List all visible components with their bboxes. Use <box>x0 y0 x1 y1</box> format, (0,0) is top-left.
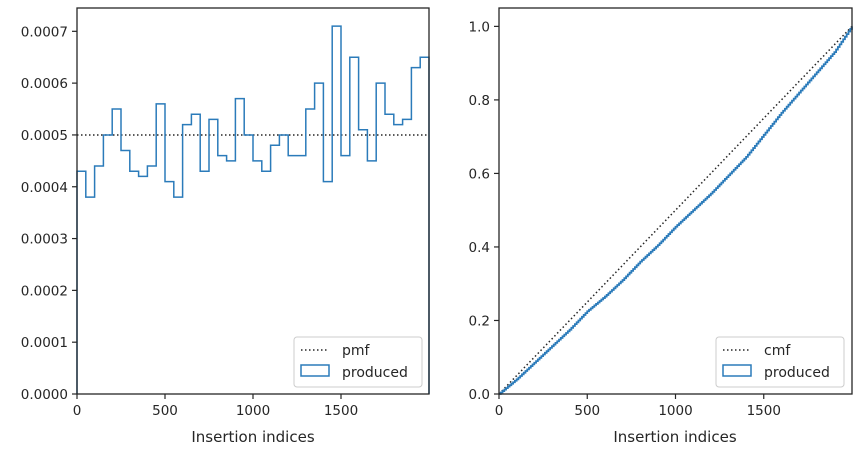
y-axis-ticks: 0.0000 0.0001 0.0002 0.0003 0.0004 0.0005 0.00… <box>21 24 77 403</box>
legend-produced-swatch <box>300 364 330 377</box>
y-tick-label: 0.0002 <box>21 283 68 299</box>
x-axis-label: Insertion indices <box>613 428 736 446</box>
x-tick-label: 1500 <box>324 403 358 419</box>
x-tick-label: 500 <box>574 403 600 419</box>
y-tick-label: 0.0007 <box>21 24 68 40</box>
y-tick-label: 0.0000 <box>21 387 68 403</box>
y-tick-label: 0.0 <box>469 387 490 403</box>
legend-cmf-label: cmf <box>764 343 791 359</box>
x-tick-label: 1000 <box>236 403 270 419</box>
plot-area-frame <box>76 7 430 395</box>
y-tick-label: 0.0004 <box>21 180 68 196</box>
legend-produced-label: produced <box>764 365 830 381</box>
y-tick-label: 0.0001 <box>21 335 68 351</box>
legend: pmf produced <box>293 336 423 388</box>
y-tick-label: 0.4 <box>469 240 490 256</box>
x-tick-label: 0 <box>73 403 82 419</box>
legend-produced-label: produced <box>342 365 408 381</box>
legend-pmf-label: pmf <box>342 343 371 359</box>
y-tick-label: 0.0005 <box>21 128 68 144</box>
y-tick-label: 0.0003 <box>21 232 68 248</box>
x-tick-label: 1500 <box>747 403 781 419</box>
legend-produced-swatch <box>722 364 752 377</box>
pmf-histogram-chart: 0 500 1000 1500 0.00000.00010.00020.00030.0… <box>21 7 430 446</box>
y-tick-label: 0.8 <box>469 93 490 109</box>
x-axis-ticks: 0 500 1000 1500 <box>495 394 781 419</box>
x-tick-label: 0 <box>495 403 504 419</box>
y-tick-label: 0.2 <box>469 313 490 329</box>
cmf-reference-layer <box>498 25 853 395</box>
produced-cumulative-line <box>499 26 853 395</box>
x-tick-label: 500 <box>152 403 178 419</box>
y-tick-label: 0.0006 <box>21 76 68 92</box>
x-axis-label: Insertion indices <box>191 428 314 446</box>
x-axis-ticks: 0 500 1000 1500 <box>73 394 358 419</box>
plot-area-frame <box>498 7 853 395</box>
y-axis-ticks: 0.0 0.2 0.4 0.6 0.8 1.0 <box>469 19 499 403</box>
cmf-reference-line <box>498 25 853 395</box>
legend: cmf produced <box>715 336 845 388</box>
produced-histogram-line <box>76 25 430 394</box>
y-tick-label: 0.6 <box>469 166 490 182</box>
y-tick-label: 1.0 <box>469 19 490 35</box>
cmf-cumulative-chart: 0 500 1000 1500 0.0 0.2 0.4 0.6 0.8 1.0 Insertio… <box>469 7 853 446</box>
produced-histogram-layer <box>76 25 430 394</box>
x-tick-label: 1000 <box>658 403 692 419</box>
produced-cumulative-layer <box>499 26 853 395</box>
